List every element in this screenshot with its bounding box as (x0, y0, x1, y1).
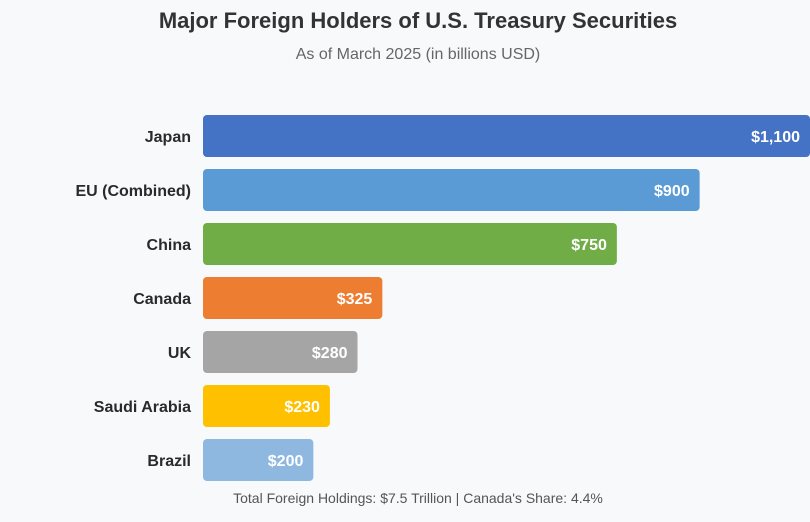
category-label-saudi-arabia: Saudi Arabia (94, 399, 191, 416)
value-label-china: $750 (571, 237, 607, 254)
bar-saudi-arabia (203, 385, 330, 427)
category-label-brazil: Brazil (147, 453, 191, 470)
bar-canada (203, 277, 383, 319)
value-label-brazil: $200 (268, 453, 304, 470)
bar-chart: Japan $1,100 EU (Combined) $900 China $750 Can… (0, 108, 810, 490)
value-label-canada: $325 (337, 291, 373, 308)
category-label-canada: Canada (133, 291, 191, 308)
chart-footer-note: Total Foreign Holdings: $7.5 Trillion | … (233, 490, 603, 506)
bar-japan (203, 115, 810, 157)
category-label-japan: Japan (145, 129, 191, 146)
bar-uk (203, 331, 358, 373)
value-label-eu-combined: $900 (654, 183, 690, 200)
category-label-china: China (147, 237, 192, 254)
category-label-eu-combined: EU (Combined) (75, 183, 191, 200)
value-label-saudi-arabia: $230 (284, 399, 320, 416)
category-label-uk: UK (168, 345, 192, 362)
bar-chart-svg: Japan $1,100 EU (Combined) $900 China $750 Can… (75, 115, 810, 481)
chart-title: Major Foreign Holders of U.S. Treasury S… (158, 8, 678, 33)
chart-subtitle: As of March 2025 (in billions USD) (295, 46, 541, 63)
bar-brazil (203, 439, 314, 481)
bar-eu-combined (203, 169, 700, 211)
value-label-uk: $280 (312, 345, 348, 362)
value-label-japan: $1,100 (751, 129, 800, 146)
bar-china (203, 223, 617, 265)
